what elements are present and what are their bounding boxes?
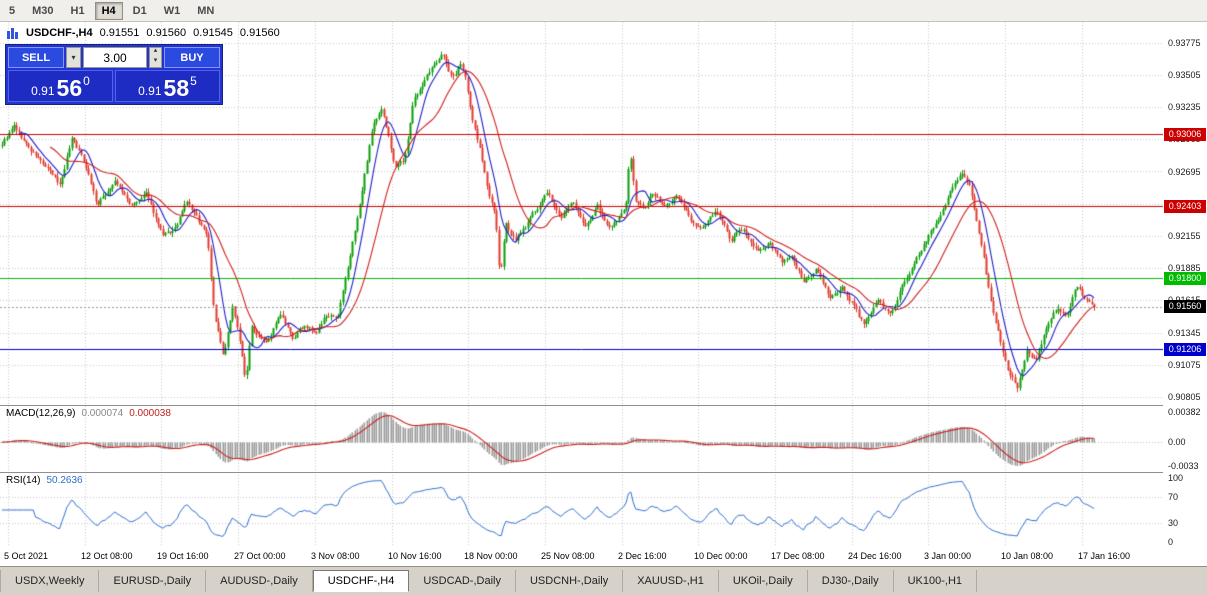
time-label: 27 Oct 00:00 [234, 551, 286, 561]
level-badge-support-green: 0.91800 [1164, 272, 1206, 285]
time-label: 10 Dec 00:00 [694, 551, 748, 561]
timeframe-button-m30[interactable]: M30 [32, 4, 54, 17]
buy-button[interactable]: BUY [164, 47, 220, 68]
rsi-axis-70: 70 [1168, 492, 1179, 502]
chart-canvas[interactable] [0, 22, 1163, 547]
level-badge-resistance-1: 0.93006 [1164, 128, 1206, 141]
time-label: 24 Dec 16:00 [848, 551, 902, 561]
timeframe-button-d1[interactable]: D1 [132, 4, 147, 17]
price-tick: 0.92155 [1168, 231, 1201, 241]
sell-price[interactable]: 0.91 56 0 [8, 70, 113, 102]
sell-price-main: 0.91 [31, 84, 55, 98]
tab-xauusd-h1[interactable]: XAUUSD-,H1 [623, 570, 719, 592]
rsi-axis-30: 30 [1168, 518, 1179, 528]
price-tick: 0.91885 [1168, 263, 1201, 273]
tab-usdcnh-daily[interactable]: USDCNH-,Daily [516, 570, 624, 592]
timeframe-toolbar: 5 M30 H1 H4 D1 W1 MN [0, 0, 1207, 22]
sell-price-pips: 56 [56, 75, 83, 101]
price-tick: 0.91075 [1168, 360, 1201, 370]
timeframe-button-mn[interactable]: MN [197, 4, 215, 17]
time-label: 5 Oct 2021 [4, 551, 49, 561]
buy-price-pips: 58 [163, 75, 190, 101]
tab-eurusd-daily[interactable]: EURUSD-,Daily [99, 570, 207, 592]
chart-icon [7, 27, 19, 39]
time-label: 17 Jan 16:00 [1078, 551, 1131, 561]
timeframe-button-h1[interactable]: H1 [70, 4, 85, 17]
time-axis[interactable]: 5 Oct 2021 12 Oct 08:00 19 Oct 16:00 27 … [0, 547, 1207, 566]
spinner-down-icon: ▾ [153, 56, 158, 64]
level-badge-resistance-2: 0.92403 [1164, 200, 1206, 213]
price-tick: 0.92695 [1168, 167, 1201, 177]
spinner-up-icon: ▴ [153, 47, 158, 54]
buy-price[interactable]: 0.91 58 5 [115, 70, 220, 102]
volume-input[interactable]: 3.00 [83, 47, 147, 68]
ohlc-high: 0.91560 [146, 27, 187, 39]
price-tick: 0.90805 [1168, 392, 1201, 402]
timeframe-button-5[interactable]: 5 [9, 4, 16, 17]
buy-price-point: 5 [190, 74, 197, 88]
price-tick: 0.93775 [1168, 38, 1201, 48]
time-label: 19 Oct 16:00 [157, 551, 209, 561]
time-label: 18 Nov 00:00 [464, 551, 518, 561]
time-label: 3 Nov 08:00 [311, 551, 360, 561]
tab-ukoil-daily[interactable]: UKOil-,Daily [719, 570, 808, 592]
main-macd-separator[interactable] [0, 405, 1207, 406]
macd-rsi-separator[interactable] [0, 472, 1207, 473]
ohlc-low: 0.91545 [193, 27, 233, 39]
macd-axis-zero: 0.00 [1168, 437, 1186, 447]
chart-tab-bar: USDX,Weekly EURUSD-,Daily AUDUSD-,Daily … [0, 566, 1207, 595]
price-tick: 0.93505 [1168, 70, 1201, 80]
time-label: 10 Jan 08:00 [1001, 551, 1054, 561]
sell-price-point: 0 [83, 74, 90, 88]
tab-usdx-weekly[interactable]: USDX,Weekly [0, 570, 100, 592]
time-label: 10 Nov 16:00 [388, 551, 442, 561]
macd-axis-min: -0.0033 [1168, 461, 1199, 471]
rsi-axis-100: 100 [1168, 473, 1184, 483]
tab-usdchf-h4[interactable]: USDCHF-,H4 [312, 570, 410, 592]
tab-usdcad-daily[interactable]: USDCAD-,Daily [409, 570, 516, 592]
macd-axis-max: 0.00382 [1168, 407, 1201, 417]
rsi-value: 50.2636 [46, 475, 83, 486]
volume-spinner[interactable]: ▴ ▾ [149, 47, 162, 68]
price-tick: 0.93235 [1168, 102, 1201, 112]
time-label: 3 Jan 00:00 [924, 551, 972, 561]
time-label: 25 Nov 08:00 [541, 551, 595, 561]
sell-button[interactable]: SELL [8, 47, 64, 68]
macd-header: MACD(12,26,9) 0.000074 0.000038 [6, 408, 171, 419]
chevron-down-icon: ▾ [71, 53, 76, 62]
buy-price-main: 0.91 [138, 84, 162, 98]
time-label: 12 Oct 08:00 [81, 551, 133, 561]
time-label: 17 Dec 08:00 [771, 551, 825, 561]
ohlc-close: 0.91560 [239, 27, 280, 39]
tab-audusd-daily[interactable]: AUDUSD-,Daily [206, 570, 313, 592]
price-tick: 0.91345 [1168, 328, 1201, 338]
macd-main-value: 0.000074 [81, 408, 124, 419]
macd-label: MACD(12,26,9) [6, 408, 76, 419]
price-axis[interactable]: 0.93775 0.93505 0.93235 0.92965 0.92695 … [1163, 22, 1207, 547]
one-click-trading-panel: SELL ▾ 3.00 ▴ ▾ BUY 0.91 56 0 0.91 58 5 [5, 44, 223, 105]
volume-dropdown-button[interactable]: ▾ [66, 47, 81, 68]
timeframe-button-w1[interactable]: W1 [163, 4, 181, 17]
current-price-badge: 0.91560 [1164, 300, 1206, 313]
rsi-axis-0: 0 [1168, 537, 1174, 547]
tab-uk100-h1[interactable]: UK100-,H1 [894, 570, 978, 592]
tab-dj30-daily[interactable]: DJ30-,Daily [808, 570, 894, 592]
ohlc-open: 0.91551 [99, 27, 140, 39]
time-label: 2 Dec 16:00 [618, 551, 667, 561]
macd-signal-value: 0.000038 [129, 408, 171, 419]
level-badge-support-blue: 0.91206 [1164, 343, 1206, 356]
timeframe-button-h4[interactable]: H4 [94, 1, 123, 20]
rsi-label: RSI(14) [6, 475, 41, 486]
chart-title: USDCHF-,H4 0.91551 0.91560 0.91545 0.915… [7, 27, 280, 39]
rsi-header: RSI(14) 50.2636 [6, 475, 83, 486]
chart-symbol-period: USDCHF-,H4 [26, 27, 93, 39]
